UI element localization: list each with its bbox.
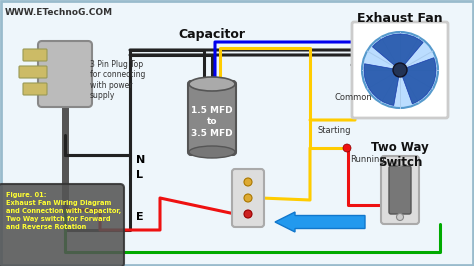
Circle shape bbox=[244, 194, 252, 202]
Circle shape bbox=[244, 210, 252, 218]
Text: Starting: Starting bbox=[318, 126, 352, 135]
Text: N: N bbox=[136, 155, 145, 165]
Circle shape bbox=[244, 178, 252, 186]
FancyBboxPatch shape bbox=[0, 184, 124, 266]
Wedge shape bbox=[373, 34, 423, 70]
Circle shape bbox=[396, 160, 403, 167]
Circle shape bbox=[396, 214, 403, 221]
Text: L: L bbox=[136, 170, 143, 180]
Text: E: E bbox=[136, 212, 144, 222]
Text: 1.5 MFD
to
3.5 MFD: 1.5 MFD to 3.5 MFD bbox=[191, 106, 233, 138]
FancyBboxPatch shape bbox=[232, 169, 264, 227]
Text: Exhaust Fan: Exhaust Fan bbox=[357, 12, 443, 25]
Text: Figure. 01:
Exhaust Fan Wiring Diagram
and Connection with Capacitor,
Two Way sw: Figure. 01: Exhaust Fan Wiring Diagram a… bbox=[6, 192, 121, 230]
Ellipse shape bbox=[189, 77, 235, 91]
Wedge shape bbox=[364, 64, 400, 105]
FancyBboxPatch shape bbox=[38, 41, 92, 107]
FancyBboxPatch shape bbox=[19, 66, 47, 78]
FancyBboxPatch shape bbox=[389, 166, 411, 214]
Text: 3 Pin Plug Top
for connecting
with power
supply: 3 Pin Plug Top for connecting with power… bbox=[90, 60, 146, 100]
Text: Two Way
Switch: Two Way Switch bbox=[371, 141, 429, 169]
FancyArrow shape bbox=[275, 212, 365, 232]
Ellipse shape bbox=[189, 146, 235, 158]
Circle shape bbox=[343, 144, 351, 152]
Circle shape bbox=[362, 32, 438, 108]
Circle shape bbox=[393, 63, 407, 77]
FancyBboxPatch shape bbox=[352, 22, 448, 118]
FancyBboxPatch shape bbox=[23, 83, 47, 95]
Text: Running: Running bbox=[350, 155, 385, 164]
Text: Capacitor: Capacitor bbox=[179, 28, 246, 41]
FancyBboxPatch shape bbox=[23, 49, 47, 61]
Text: WWW.ETechnoG.COM: WWW.ETechnoG.COM bbox=[5, 8, 113, 17]
Wedge shape bbox=[400, 58, 436, 104]
Text: Common: Common bbox=[335, 93, 373, 102]
FancyBboxPatch shape bbox=[381, 156, 419, 224]
FancyBboxPatch shape bbox=[188, 81, 236, 155]
